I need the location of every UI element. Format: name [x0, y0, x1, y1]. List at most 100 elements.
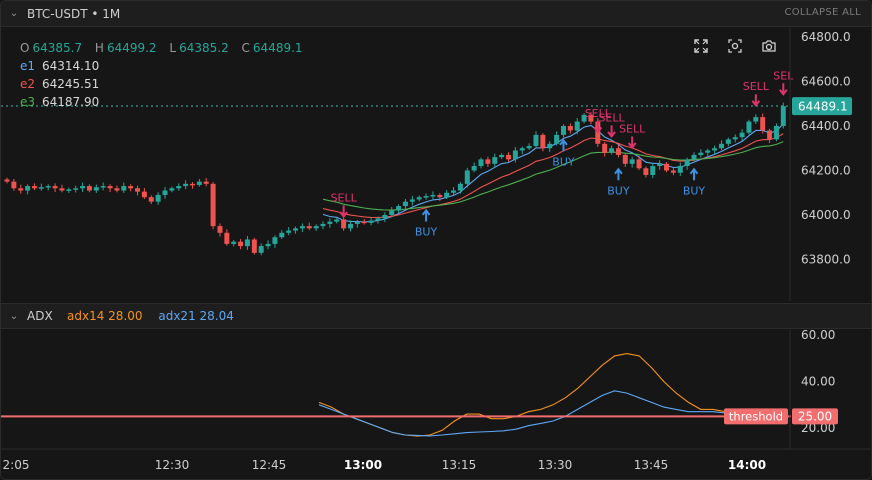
candle-body [4, 179, 10, 182]
price-tick-label: 64600.0 [801, 75, 851, 89]
candle-body [107, 186, 113, 189]
sell-arrow-icon [627, 136, 637, 150]
candle-body [38, 187, 44, 189]
low-value: 64385.2 [179, 41, 229, 55]
last-price-label: 64489.1 [798, 100, 848, 114]
candle-body [602, 143, 608, 153]
candle-body [31, 186, 37, 189]
candle-body [86, 186, 92, 191]
candle-body [753, 117, 759, 122]
candle-body [52, 186, 58, 189]
candle-body [773, 126, 779, 140]
focus-target-icon[interactable] [727, 38, 743, 54]
ema-legend-e2: e2 64245.51 [20, 77, 99, 91]
candle-body [478, 159, 484, 167]
chart-toolbar [693, 38, 777, 54]
candle-body [59, 188, 65, 191]
candle-body [196, 181, 202, 185]
candle-body [519, 148, 525, 151]
candle-body [224, 232, 230, 244]
candle-body [121, 186, 127, 191]
candle-body [375, 218, 381, 221]
chevron-down-icon[interactable]: ⌄ [9, 8, 19, 19]
adx-pane-header: ⌄ ADX [1, 303, 871, 329]
candle-body [244, 239, 250, 247]
sell-arrow-icon [593, 120, 603, 134]
candle-body [293, 228, 299, 231]
ema-legend-e1: e1 64314.10 [20, 59, 99, 73]
candle-body [396, 206, 402, 211]
chevron-down-icon[interactable]: ⌄ [9, 310, 19, 322]
candle-body [416, 197, 422, 200]
candle-body [732, 137, 738, 140]
buy-signal-label: BUY [552, 155, 575, 168]
candle-body [560, 126, 566, 135]
candle-body [457, 183, 463, 191]
threshold-value-label: 25.00 [798, 409, 832, 423]
candle-body [705, 150, 711, 153]
candle-body [615, 148, 621, 155]
candle-body [464, 170, 470, 184]
candle-body [554, 134, 560, 144]
candle-body [512, 150, 518, 160]
close-value: 64489.1 [252, 41, 303, 55]
candle-body [547, 143, 553, 149]
price-tick-label: 64800.0 [801, 30, 851, 44]
buy-arrow-icon [689, 167, 699, 181]
buy-signal-label: BUY [415, 225, 438, 238]
sell-signal-label: SELL [598, 111, 625, 124]
sell-signal-label: SELL [743, 80, 770, 93]
adx-series-adx21 [318, 390, 788, 437]
candle-body [45, 186, 51, 188]
candle-body [698, 152, 704, 155]
time-tick-label: 13:15 [442, 458, 477, 472]
camera-icon[interactable] [761, 38, 777, 54]
candle-body [73, 188, 79, 190]
candle-body [485, 159, 491, 164]
candle-body [265, 243, 271, 247]
candle-body [718, 143, 724, 149]
buy-signal-label: BUY [607, 184, 630, 197]
candle-body [299, 226, 305, 229]
candle-body [444, 192, 450, 198]
ema-legend-e3: e3 64187.90 [20, 95, 99, 109]
candle-body [622, 154, 628, 164]
threshold-label: threshold [729, 409, 783, 423]
candle-body [114, 188, 120, 191]
candle-body [183, 183, 189, 187]
candle-body [389, 210, 395, 215]
time-tick-label: 13:45 [634, 458, 669, 472]
candle-body [11, 181, 17, 189]
candle-body [135, 188, 141, 192]
close-label: C [241, 41, 250, 55]
candle-body [141, 191, 147, 198]
candle-body [657, 163, 663, 167]
candle-body [499, 154, 505, 158]
candle-body [760, 117, 766, 131]
time-tick-label: 14:00 [728, 458, 766, 472]
candle-body [526, 146, 532, 149]
threshold-value-badge [792, 408, 838, 425]
candle-body [18, 188, 24, 191]
candle-body [567, 126, 573, 131]
candle-body [533, 134, 539, 147]
sell-signal-label: SELL [619, 122, 646, 135]
e1-value: 64314.10 [42, 59, 100, 73]
candle-body [189, 183, 195, 186]
e1-label: e1 [20, 59, 36, 73]
candle-body [155, 194, 161, 202]
candle-body [402, 201, 408, 207]
adx-legend: adx14 28.00 adx21 28.04 [67, 309, 234, 323]
buy-signal-label: BUY [683, 184, 706, 197]
candle-body [231, 241, 237, 244]
collapse-all-button[interactable]: COLLAPSE ALL [784, 7, 861, 18]
ohlc-legend: O 64385.7 H 64499.2 L 64385.2 C 64489.1 [20, 41, 312, 55]
candle-body [348, 223, 353, 229]
fullscreen-icon[interactable] [693, 38, 709, 54]
adx14-label: adx14 [67, 309, 105, 323]
price-pane-header: ⌄ BTC-USDT • 1M COLLAPSE ALL [1, 1, 871, 27]
price-tick-label: 64400.0 [801, 119, 851, 133]
price-tick-label: 64000.0 [801, 208, 851, 222]
